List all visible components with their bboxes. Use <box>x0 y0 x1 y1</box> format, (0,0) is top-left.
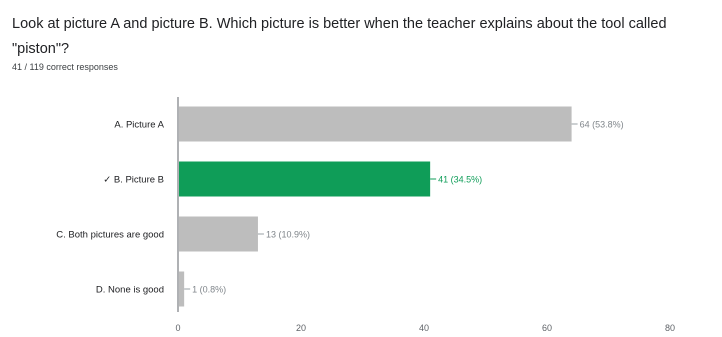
category-label: ✓ B. Picture B <box>103 175 164 186</box>
data-label: 64 (53.8%) <box>580 120 624 130</box>
category-label: D. None is good <box>96 285 164 296</box>
data-label: 1 (0.8%) <box>192 285 226 295</box>
data-label: 13 (10.9%) <box>266 230 310 240</box>
x-tick-label: 40 <box>419 323 429 333</box>
category-label: C. Both pictures are good <box>56 230 164 241</box>
x-tick-label: 0 <box>175 323 180 333</box>
category-label: A. Picture A <box>114 120 164 131</box>
bar-4 <box>179 271 185 307</box>
data-label: 41 (34.5%) <box>438 175 482 185</box>
bar-3 <box>179 216 258 252</box>
x-tick-label: 20 <box>296 323 306 333</box>
bar-1 <box>179 106 572 142</box>
x-tick-label: 80 <box>665 323 675 333</box>
x-tick-label: 60 <box>542 323 552 333</box>
correct-responses-summary: 41 / 119 correct responses <box>12 62 118 72</box>
question-title: Look at picture A and picture B. Which p… <box>12 16 667 57</box>
bar-2 <box>179 161 431 197</box>
